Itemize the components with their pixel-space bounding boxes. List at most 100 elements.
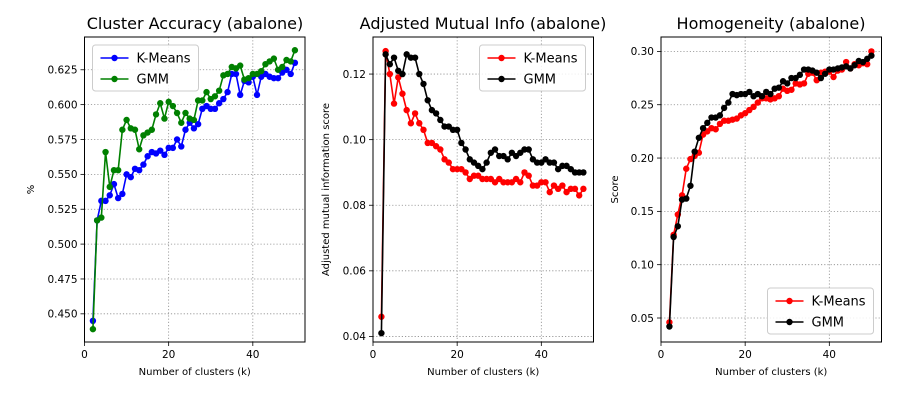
data-point-gmm xyxy=(696,135,702,141)
legend: K-Means GMM xyxy=(768,288,874,334)
data-point-k-means xyxy=(233,71,239,77)
data-point-gmm xyxy=(813,70,819,76)
data-point-gmm xyxy=(670,234,676,240)
y-tick-label: 0.15 xyxy=(631,206,654,218)
data-point-gmm xyxy=(378,330,384,336)
y-tick-label: 0.475 xyxy=(47,274,77,286)
data-point-k-means xyxy=(412,110,418,116)
x-tick-label: 20 xyxy=(450,349,463,361)
data-point-gmm xyxy=(279,64,285,70)
data-point-gmm xyxy=(292,47,298,53)
data-point-k-means xyxy=(683,166,689,172)
data-point-gmm xyxy=(153,111,159,117)
data-point-gmm xyxy=(525,146,531,152)
data-point-k-means xyxy=(182,127,188,133)
legend-marker-gmm xyxy=(498,76,504,82)
data-point-gmm xyxy=(492,146,498,152)
y-tick-label: 0.06 xyxy=(343,266,367,278)
y-tick-label: 0.08 xyxy=(343,200,366,212)
data-point-gmm xyxy=(551,159,557,165)
data-point-k-means xyxy=(178,143,184,149)
data-point-gmm xyxy=(136,146,142,152)
legend-label-k-means: K-Means xyxy=(524,52,578,67)
data-point-gmm xyxy=(90,326,96,332)
legend-marker-gmm xyxy=(786,319,792,325)
y-tick-label: 0.04 xyxy=(343,331,367,343)
data-point-gmm xyxy=(504,156,510,162)
legend-marker-k-means xyxy=(111,55,117,61)
data-point-k-means xyxy=(220,96,226,102)
data-point-gmm xyxy=(132,127,138,133)
data-point-gmm xyxy=(458,140,464,146)
chart-title: Adjusted Mutual Info (abalone) xyxy=(360,14,607,33)
data-point-gmm xyxy=(107,184,113,190)
data-point-gmm xyxy=(420,81,426,87)
x-tick-label: 40 xyxy=(535,349,548,361)
y-tick-label: 0.600 xyxy=(47,99,77,111)
y-tick-label: 0.10 xyxy=(343,134,366,146)
data-point-gmm xyxy=(425,97,431,103)
legend: K-Means GMM xyxy=(93,45,199,91)
data-point-k-means xyxy=(713,126,719,132)
data-point-gmm xyxy=(797,72,803,78)
legend-label-k-means: K-Means xyxy=(812,295,866,310)
data-point-gmm xyxy=(170,103,176,109)
legend-marker-k-means xyxy=(498,55,504,61)
data-point-gmm xyxy=(174,110,180,116)
data-point-gmm xyxy=(115,167,121,173)
data-point-gmm xyxy=(98,214,104,220)
legend-label-k-means: K-Means xyxy=(137,52,191,67)
data-point-gmm xyxy=(203,89,209,95)
data-point-k-means xyxy=(437,146,443,152)
data-point-k-means xyxy=(136,167,142,173)
y-tick-label: 0.25 xyxy=(631,100,654,112)
data-point-gmm xyxy=(721,105,727,111)
x-tick-label: 20 xyxy=(162,349,175,361)
data-point-gmm xyxy=(287,58,293,64)
data-point-gmm xyxy=(767,91,773,97)
data-point-k-means xyxy=(580,186,586,192)
data-point-gmm xyxy=(119,127,125,133)
data-point-k-means xyxy=(446,159,452,165)
x-tick-label: 40 xyxy=(246,349,259,361)
x-axis-label: Number of clusters (k) xyxy=(715,367,827,378)
data-point-k-means xyxy=(420,127,426,133)
data-point-k-means xyxy=(559,182,565,188)
data-point-gmm xyxy=(675,223,681,229)
data-point-gmm xyxy=(224,71,230,77)
data-point-k-means xyxy=(275,75,281,81)
data-point-k-means xyxy=(399,91,405,97)
data-point-k-means xyxy=(212,106,218,112)
data-point-k-means xyxy=(776,93,782,99)
y-tick-label: 0.30 xyxy=(631,46,654,58)
legend-marker-k-means xyxy=(786,298,792,304)
data-point-gmm xyxy=(784,80,790,86)
data-point-k-means xyxy=(462,169,468,175)
data-point-k-means xyxy=(287,71,293,77)
data-point-gmm xyxy=(433,110,439,116)
y-axis-label: Adjusted mutual information score xyxy=(321,103,332,276)
x-tick-label: 0 xyxy=(81,349,88,361)
data-point-k-means xyxy=(572,186,578,192)
chart-title: Homogeneity (abalone) xyxy=(677,14,866,33)
data-point-gmm xyxy=(412,54,418,60)
x-tick-label: 0 xyxy=(370,349,377,361)
data-point-k-means xyxy=(387,71,393,77)
data-point-k-means xyxy=(542,179,548,185)
data-point-k-means xyxy=(237,92,243,98)
data-point-gmm xyxy=(382,51,388,57)
data-point-k-means xyxy=(525,173,531,179)
data-point-gmm xyxy=(216,87,222,93)
data-point-gmm xyxy=(237,62,243,68)
legend: K-Means GMM xyxy=(480,45,586,91)
data-point-k-means xyxy=(830,74,836,80)
data-point-gmm xyxy=(161,115,167,121)
data-point-k-means xyxy=(224,89,230,95)
data-point-k-means xyxy=(170,145,176,151)
data-point-gmm xyxy=(178,120,184,126)
y-tick-label: 0.05 xyxy=(631,313,654,325)
data-point-k-means xyxy=(128,174,134,180)
data-point-gmm xyxy=(725,99,731,105)
data-point-gmm xyxy=(149,127,155,133)
data-point-gmm xyxy=(704,120,710,126)
